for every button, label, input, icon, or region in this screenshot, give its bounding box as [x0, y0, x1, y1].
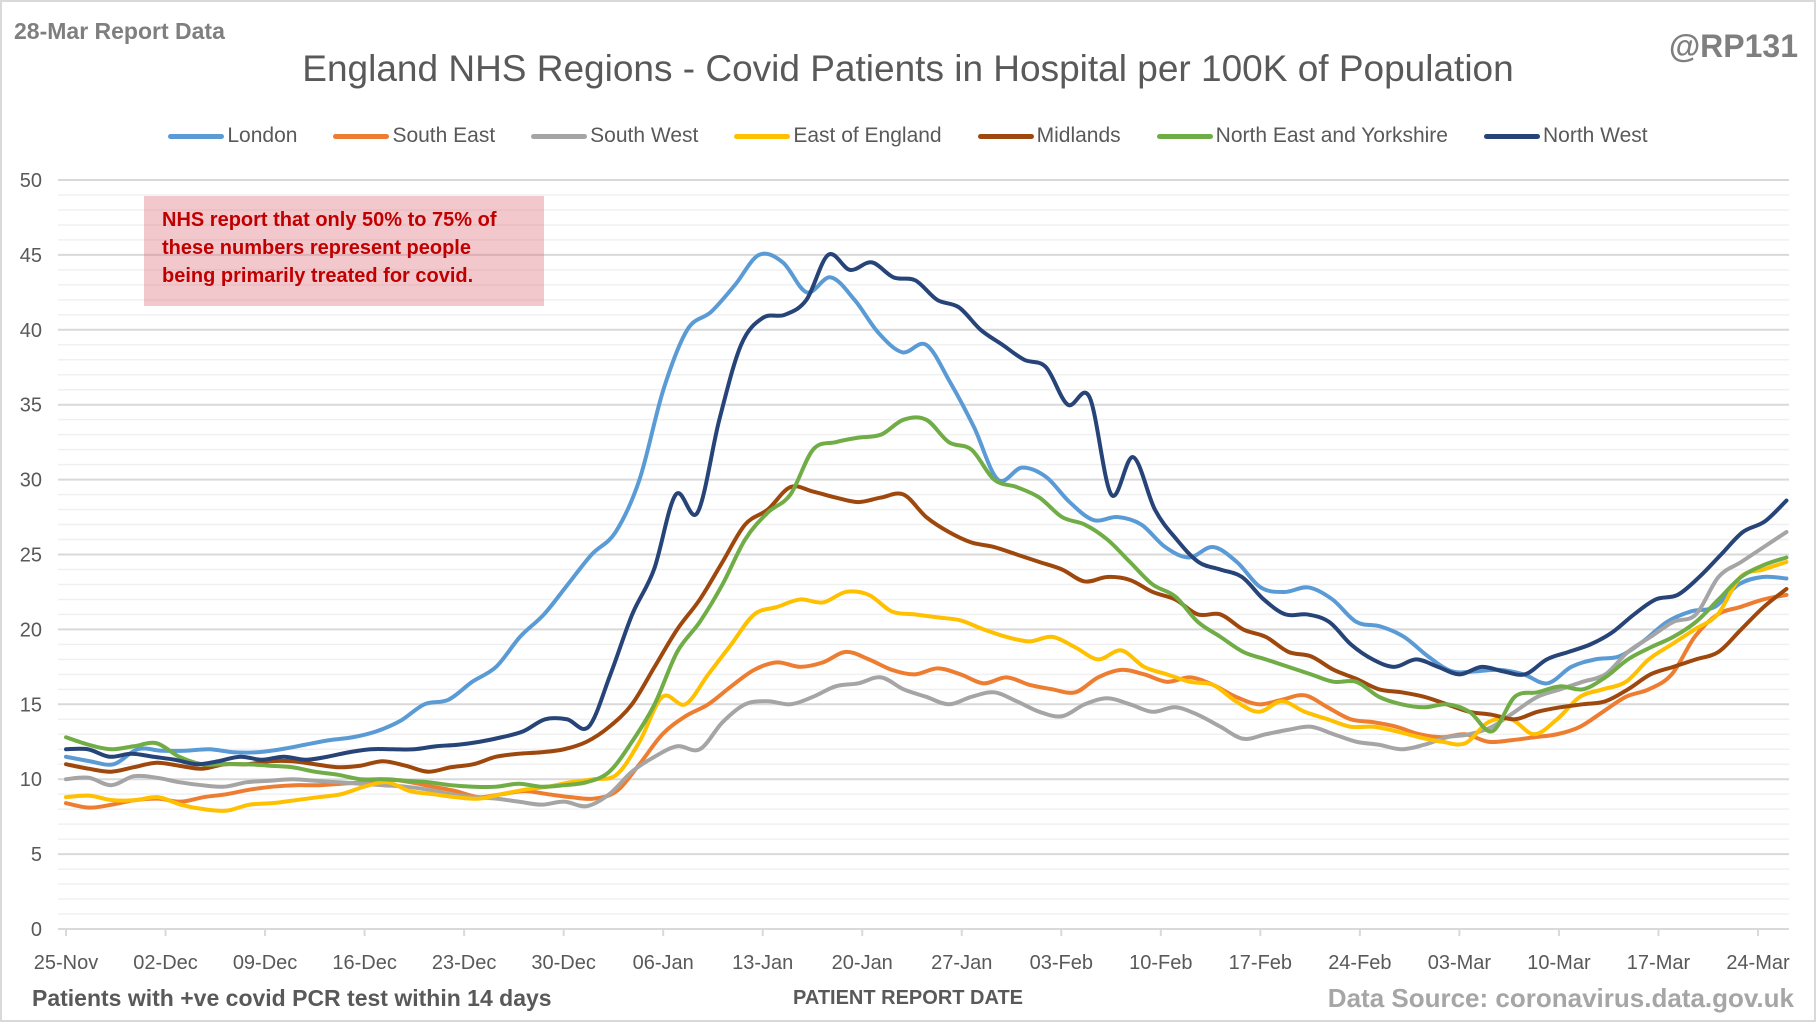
legend-label: North East and Yorkshire: [1215, 124, 1448, 147]
y-tick-label: 5: [31, 844, 42, 866]
x-tick-label: 17-Mar: [1627, 952, 1691, 974]
footnote: Patients with +ve covid PCR test within …: [32, 985, 552, 1011]
x-axis-title: PATIENT REPORT DATE: [793, 987, 1023, 1009]
x-tick-label: 24-Feb: [1328, 952, 1391, 974]
legend-swatch: [531, 133, 588, 139]
legend-item: South West: [531, 124, 698, 148]
annotation-line: these numbers represent people: [162, 237, 471, 259]
y-tick-label: 30: [20, 470, 42, 492]
legend-label: Midlands: [1036, 124, 1121, 147]
x-tick-label: 09-Dec: [233, 952, 297, 974]
report-date-label: 28-Mar Report Data: [14, 18, 225, 44]
x-axis: 25-Nov 02-Dec 09-Dec 16-Dec 23-Dec 30-Dec 06-J…: [34, 928, 1790, 974]
legend: London South East South West East of Englan…: [0, 124, 1816, 148]
author-handle: @RP131: [1668, 28, 1798, 64]
legend-item: North East and Yorkshire: [1156, 124, 1448, 148]
x-tick-label: 23-Dec: [432, 952, 496, 974]
y-axis-ticks: 0 5 10 15 20 25 30 35 40 45 50: [20, 170, 42, 941]
annotation-line: being primarily treated for covid.: [162, 265, 474, 287]
legend-label: South West: [590, 124, 699, 147]
y-tick-label: 20: [20, 619, 42, 641]
x-tick-label: 24-Mar: [1726, 952, 1790, 974]
legend-label: East of England: [793, 124, 942, 147]
legend-item: South East: [333, 124, 495, 148]
series-line-midlands: [64, 484, 1789, 774]
y-tick-label: 10: [20, 769, 42, 791]
x-tick-label: 25-Nov: [34, 952, 98, 974]
x-tick-label: 20-Jan: [832, 952, 893, 974]
chart-title: England NHS Regions - Covid Patients in …: [302, 48, 1514, 89]
legend-item: East of England: [734, 124, 942, 148]
annotation-box: NHS report that only 50% to 75% of these…: [144, 196, 544, 306]
legend-swatch: [1483, 133, 1540, 139]
x-tick-label: 17-Feb: [1229, 952, 1292, 974]
y-tick-label: 50: [20, 170, 42, 192]
data-source: Data Source: coronavirus.data.gov.uk: [1327, 983, 1794, 1013]
x-tick-label: 30-Dec: [531, 952, 595, 974]
y-tick-label: 0: [31, 919, 42, 941]
legend-item: North West: [1483, 124, 1648, 148]
legend-item: Midlands: [977, 124, 1121, 148]
x-tick-label: 10-Feb: [1129, 952, 1192, 974]
y-tick-label: 35: [20, 395, 42, 417]
x-tick-label: 03-Mar: [1428, 952, 1492, 974]
legend-label: London: [227, 124, 298, 147]
x-tick-label: 10-Mar: [1527, 952, 1591, 974]
legend-label: South East: [392, 124, 496, 147]
legend-swatch: [1156, 133, 1213, 139]
y-tick-label: 25: [20, 545, 42, 567]
x-tick-label: 02-Dec: [133, 952, 197, 974]
x-tick-label: 13-Jan: [732, 952, 793, 974]
legend-item: London: [168, 124, 297, 148]
x-tick-label: 03-Feb: [1030, 952, 1093, 974]
legend-swatch: [977, 133, 1034, 139]
y-tick-label: 45: [20, 245, 42, 267]
x-tick-label: 06-Jan: [633, 952, 694, 974]
legend-swatch: [734, 133, 791, 139]
legend-swatch: [168, 133, 225, 139]
x-tick-label: 27-Jan: [931, 952, 992, 974]
series-line-north-west: [64, 252, 1789, 767]
x-tick-label: 16-Dec: [332, 952, 396, 974]
legend-label: North West: [1542, 124, 1648, 147]
y-tick-label: 15: [20, 694, 42, 716]
series-lines: [64, 251, 1789, 813]
series-line-north-east-and-yorkshire: [64, 415, 1789, 789]
annotation-line: NHS report that only 50% to 75% of: [162, 209, 497, 231]
legend-swatch: [333, 133, 390, 139]
y-tick-label: 40: [20, 320, 42, 342]
